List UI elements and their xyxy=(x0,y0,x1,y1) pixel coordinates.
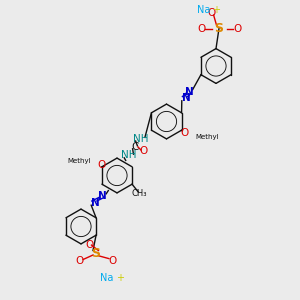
Text: +: + xyxy=(116,273,124,284)
Text: CH₃: CH₃ xyxy=(132,189,147,198)
Text: O: O xyxy=(97,160,106,170)
Text: Methyl: Methyl xyxy=(67,158,91,164)
Text: O: O xyxy=(108,256,117,266)
Text: O: O xyxy=(233,23,241,34)
Text: Na: Na xyxy=(197,4,211,15)
Text: O: O xyxy=(85,239,93,250)
Text: S: S xyxy=(92,247,100,260)
Text: N: N xyxy=(91,198,100,208)
Text: O: O xyxy=(75,256,84,266)
Text: NH: NH xyxy=(133,134,148,144)
Text: O: O xyxy=(207,8,216,19)
Text: Na: Na xyxy=(100,273,113,284)
Text: N: N xyxy=(182,93,190,103)
Text: S: S xyxy=(214,22,224,35)
Text: N: N xyxy=(98,190,107,201)
Text: C: C xyxy=(131,142,139,152)
Text: Methyl: Methyl xyxy=(195,134,219,140)
Text: N: N xyxy=(185,86,194,97)
Text: O: O xyxy=(180,128,189,138)
Text: +: + xyxy=(212,4,220,15)
Text: NH: NH xyxy=(121,150,137,161)
Text: O: O xyxy=(140,146,148,157)
Text: O: O xyxy=(197,23,205,34)
